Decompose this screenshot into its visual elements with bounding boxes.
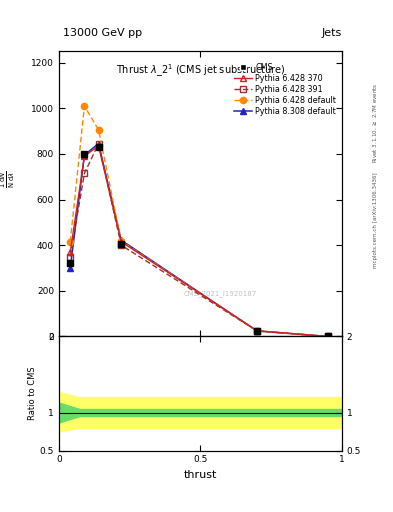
Text: mcplots.cern.ch [arXiv:1306.3436]: mcplots.cern.ch [arXiv:1306.3436] — [373, 173, 378, 268]
Text: Rivet 3.1.10, $\geq$ 2.7M events: Rivet 3.1.10, $\geq$ 2.7M events — [371, 82, 379, 163]
Text: Jets: Jets — [321, 28, 342, 38]
Y-axis label: Ratio to CMS: Ratio to CMS — [28, 367, 37, 420]
Text: $\frac{1}{\mathrm{N}}\frac{\mathrm{d}N}{\mathrm{d}\lambda}$: $\frac{1}{\mathrm{N}}\frac{\mathrm{d}N}{… — [0, 170, 17, 188]
Bar — [59, 409, 342, 416]
Text: 13000 GeV pp: 13000 GeV pp — [63, 28, 142, 38]
X-axis label: thrust: thrust — [184, 470, 217, 480]
Legend: CMS, Pythia 6.428 370, Pythia 6.428 391, Pythia 6.428 default, Pythia 8.308 defa: CMS, Pythia 6.428 370, Pythia 6.428 391,… — [233, 61, 338, 117]
Bar — [59, 397, 342, 428]
Text: Thrust $\lambda\_2^1$ (CMS jet substructure): Thrust $\lambda\_2^1$ (CMS jet substruct… — [116, 62, 285, 79]
Text: CMS_2021_I1920187: CMS_2021_I1920187 — [184, 290, 257, 297]
